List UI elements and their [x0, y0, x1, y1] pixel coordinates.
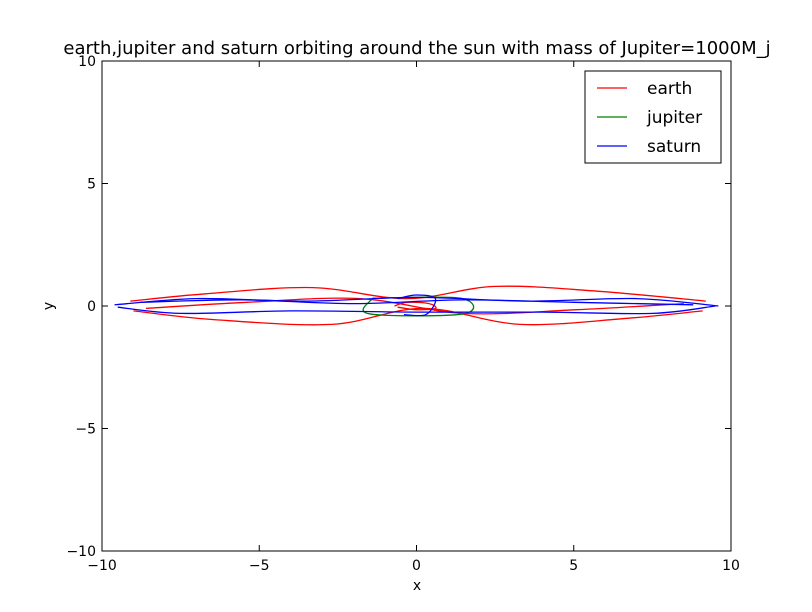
saturn-orbit-line-1 [114, 296, 719, 307]
series-earth [130, 285, 706, 326]
y-tick-label: 5 [87, 177, 96, 193]
y-tick-label: 0 [87, 299, 96, 315]
x-tick-label: 0 [412, 558, 421, 574]
y-tick-label: 10 [78, 54, 96, 70]
series-layer [114, 285, 719, 326]
earth-orbit-line-3 [145, 297, 684, 315]
tick-layer: −10 −5 0 5 10 −10 −5 0 5 10 [66, 54, 739, 574]
legend-label-earth: earth [647, 79, 692, 99]
x-tick-label: 10 [722, 558, 740, 574]
y-axis-label: y [41, 302, 57, 310]
legend-label-jupiter: jupiter [646, 108, 702, 128]
x-tick-label: 5 [569, 558, 578, 574]
y-tick-label: −10 [66, 544, 96, 560]
saturn-orbit-line-2 [117, 305, 716, 315]
x-tick-label: −5 [249, 558, 270, 574]
legend: earth jupiter saturn [584, 70, 722, 164]
earth-orbit-line-1 [130, 285, 706, 302]
x-axis-label: x [413, 578, 421, 594]
saturn-orbit-line-3 [139, 299, 694, 306]
legend-items: earth jupiter saturn [597, 79, 702, 157]
chart-title: earth,jupiter and saturn orbiting around… [63, 38, 770, 59]
x-tick-label: −10 [87, 558, 117, 574]
saturn-orbit-line-4 [397, 294, 437, 317]
legend-label-saturn: saturn [647, 137, 701, 157]
y-tick-label: −5 [75, 422, 96, 438]
series-saturn [114, 294, 719, 317]
